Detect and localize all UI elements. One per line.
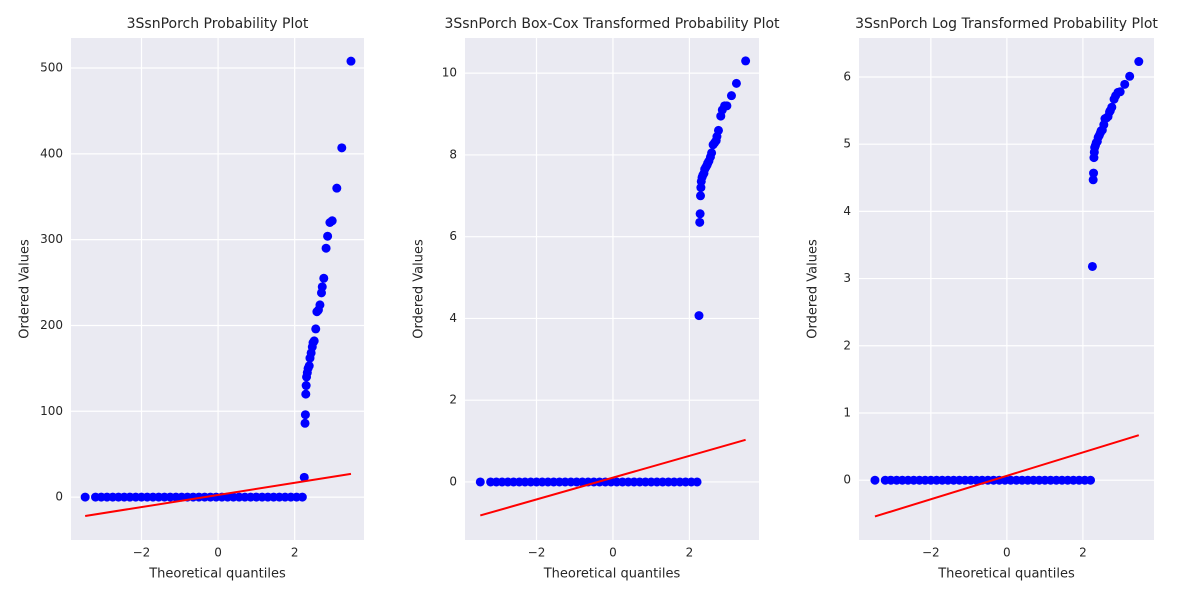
y-tick-label: 400 — [40, 146, 63, 160]
y-tick-label: 0 — [449, 474, 457, 488]
y-axis-label: Ordered Values — [18, 239, 33, 339]
y-axis-label: Ordered Values — [412, 239, 427, 339]
x-tick-label: −2 — [133, 546, 151, 560]
y-tick-label: 0 — [843, 473, 851, 487]
y-tick-label: 6 — [449, 229, 457, 243]
y-tick-label: 1 — [843, 405, 851, 419]
y-tick-label: 500 — [40, 61, 63, 75]
point — [692, 477, 702, 487]
y-tick-label: 4 — [843, 204, 851, 218]
point — [1120, 79, 1130, 89]
point — [475, 477, 485, 487]
y-tick-label: 4 — [449, 311, 457, 325]
point — [695, 209, 705, 219]
y-tick-label: 3 — [843, 271, 851, 285]
point — [707, 148, 717, 158]
point — [1086, 475, 1096, 485]
point — [1125, 71, 1135, 81]
x-tick-label: 2 — [1079, 546, 1087, 560]
fit-line — [874, 434, 1140, 518]
y-tick-label: 8 — [449, 147, 457, 161]
point — [1134, 57, 1144, 67]
plot-area — [465, 38, 759, 540]
point — [309, 336, 319, 346]
point — [713, 125, 723, 135]
point — [321, 243, 331, 253]
point — [327, 216, 337, 226]
point — [304, 361, 314, 371]
point — [301, 381, 311, 391]
x-tick-label: −2 — [922, 546, 940, 560]
point — [694, 311, 704, 321]
y-tick-label: 300 — [40, 232, 63, 246]
point — [695, 217, 705, 227]
point — [731, 78, 741, 88]
y-tick-label: 10 — [442, 66, 457, 80]
point — [741, 56, 751, 66]
x-tick-label: 0 — [214, 546, 222, 560]
chart-title: 3SsnPorch Box-Cox Transformed Probabilit… — [444, 16, 780, 32]
y-tick-label: 0 — [55, 490, 63, 504]
point — [315, 300, 325, 310]
point — [319, 273, 329, 283]
fit-line — [85, 472, 352, 517]
y-tick-label: 2 — [843, 338, 851, 352]
y-tick-label: 6 — [843, 69, 851, 83]
point — [300, 410, 310, 420]
point — [726, 91, 736, 101]
y-tick-label: 200 — [40, 318, 63, 332]
point — [722, 101, 732, 111]
x-tick-label: 2 — [686, 546, 694, 560]
point — [1089, 168, 1099, 178]
point — [299, 472, 309, 482]
x-axis-label: Theoretical quantiles — [937, 567, 1075, 582]
x-tick-label: 0 — [609, 546, 617, 560]
point — [870, 475, 880, 485]
fit-line — [480, 438, 746, 517]
point — [323, 231, 333, 241]
point — [346, 56, 356, 66]
x-tick-label: 0 — [1003, 546, 1011, 560]
x-tick-label: −2 — [528, 546, 546, 560]
y-tick-label: 2 — [449, 393, 457, 407]
point — [696, 191, 706, 201]
y-tick-label: 100 — [40, 404, 63, 418]
chart-title: 3SsnPorch Probability Plot — [127, 16, 309, 32]
y-tick-label: 5 — [843, 137, 851, 151]
point — [297, 492, 307, 502]
point — [1107, 102, 1117, 112]
x-tick-label: 2 — [291, 546, 299, 560]
chart-title: 3SsnPorch Log Transformed Probability Pl… — [855, 16, 1158, 32]
point — [1088, 175, 1098, 185]
point — [311, 324, 321, 334]
point — [300, 418, 310, 428]
point — [337, 143, 347, 153]
point — [332, 183, 342, 193]
point — [80, 492, 90, 502]
point — [301, 389, 311, 399]
point — [317, 282, 327, 292]
point — [1087, 261, 1097, 271]
y-axis-label: Ordered Values — [806, 239, 821, 339]
point — [1115, 87, 1125, 97]
x-axis-label: Theoretical quantiles — [543, 567, 681, 582]
x-axis-label: Theoretical quantiles — [148, 567, 286, 582]
